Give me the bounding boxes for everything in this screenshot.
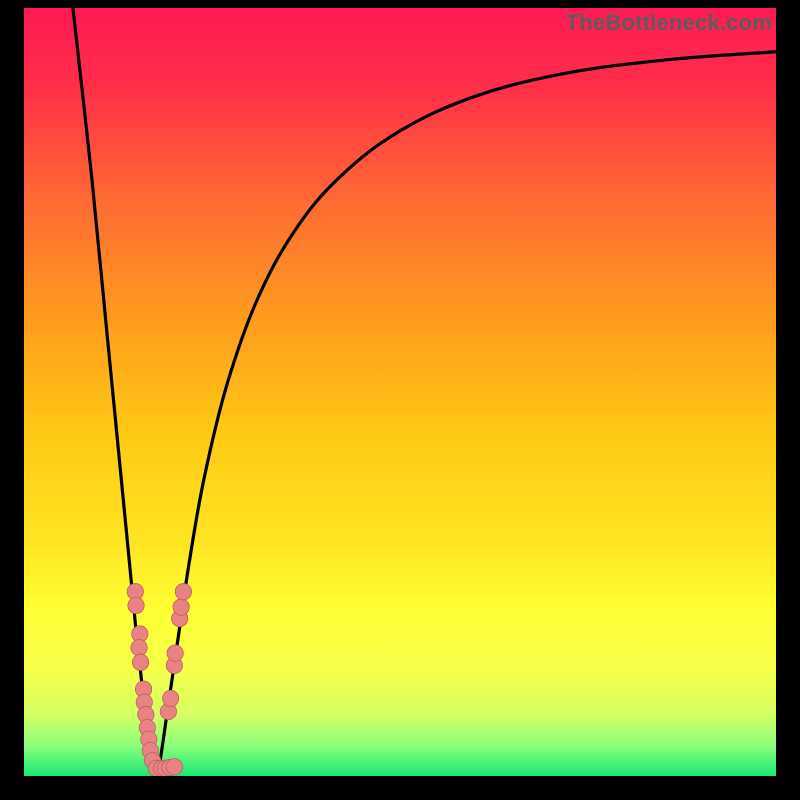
marker-point [132, 654, 148, 670]
marker-point [162, 690, 178, 706]
scatter-markers [127, 583, 192, 776]
marker-point [173, 599, 189, 615]
curve-layer [24, 8, 776, 776]
marker-point [131, 640, 147, 656]
watermark-text: TheBottleneck.com [566, 10, 772, 36]
chart-container: TheBottleneck.com [0, 0, 800, 800]
marker-point [128, 597, 144, 613]
marker-point [175, 583, 191, 599]
curve-right-branch [155, 52, 776, 775]
marker-point [167, 645, 183, 661]
marker-point [166, 759, 182, 775]
plot-area: TheBottleneck.com [24, 8, 776, 776]
